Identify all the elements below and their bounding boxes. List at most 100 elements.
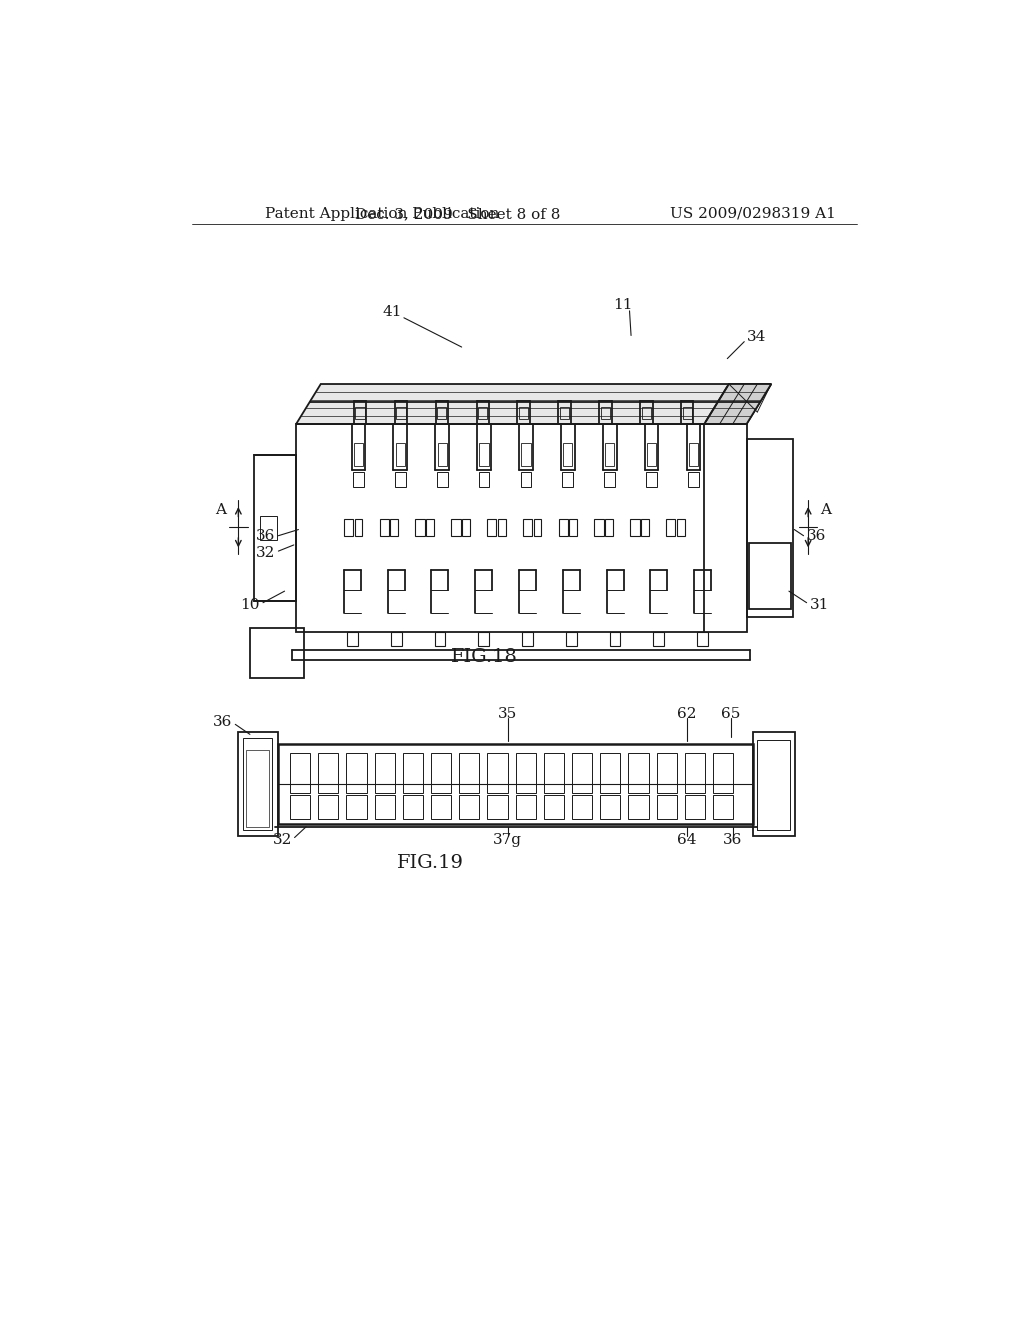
Bar (354, 519, 362, 536)
Bar (318, 796, 339, 818)
Bar (246, 750, 269, 826)
Bar (521, 444, 530, 466)
Bar (646, 471, 657, 487)
Bar (478, 471, 489, 487)
Bar (520, 471, 531, 487)
Bar (347, 632, 357, 645)
Bar (437, 471, 447, 487)
Bar (677, 519, 685, 536)
Bar (346, 796, 367, 818)
Text: 65: 65 (722, 708, 740, 721)
Text: US 2009/0298319 A1: US 2009/0298319 A1 (670, 207, 836, 220)
Bar (479, 444, 488, 466)
Bar (487, 796, 508, 818)
Bar (629, 752, 648, 793)
Bar (391, 632, 401, 645)
Bar (239, 733, 279, 836)
Text: 36: 36 (256, 529, 275, 543)
Bar (563, 444, 572, 466)
Bar (487, 752, 508, 793)
Text: 36: 36 (213, 715, 232, 729)
Text: 35: 35 (499, 708, 517, 721)
Bar (459, 752, 479, 793)
Bar (396, 407, 406, 420)
Bar (631, 519, 640, 536)
Bar (653, 632, 665, 645)
Bar (600, 752, 621, 793)
Bar (431, 752, 452, 793)
Bar (416, 519, 425, 536)
Bar (243, 738, 272, 830)
Bar (572, 752, 592, 793)
Text: 64: 64 (677, 833, 696, 847)
Bar (459, 796, 479, 818)
Bar (605, 519, 613, 536)
Bar (605, 444, 614, 466)
Text: 32: 32 (256, 545, 275, 560)
Bar (647, 444, 656, 466)
Bar (560, 407, 569, 420)
Bar (642, 407, 651, 420)
Text: 11: 11 (613, 298, 633, 312)
Bar (478, 632, 489, 645)
Bar (375, 796, 395, 818)
Bar (601, 407, 610, 420)
Bar (515, 752, 536, 793)
Bar (562, 471, 573, 487)
Bar (260, 516, 276, 540)
Text: 36: 36 (723, 833, 742, 847)
Bar (395, 444, 404, 466)
Bar (402, 752, 423, 793)
Text: 31: 31 (810, 598, 829, 612)
Bar (434, 632, 445, 645)
Bar (688, 471, 698, 487)
Bar (746, 440, 793, 616)
Bar (346, 752, 367, 793)
Bar (250, 628, 304, 678)
Bar (544, 752, 564, 793)
Text: 34: 34 (746, 330, 766, 345)
Bar (629, 796, 648, 818)
Bar (683, 407, 692, 420)
Bar (462, 519, 470, 536)
Bar (355, 407, 365, 420)
Bar (478, 407, 487, 420)
Bar (426, 519, 434, 536)
Bar (753, 733, 795, 836)
Bar (595, 519, 604, 536)
Bar (519, 407, 528, 420)
Bar (656, 752, 677, 793)
Bar (697, 632, 708, 645)
Bar (437, 407, 446, 420)
Bar (318, 752, 339, 793)
Text: A: A (820, 503, 831, 517)
Text: Dec. 3, 2009   Sheet 8 of 8: Dec. 3, 2009 Sheet 8 of 8 (355, 207, 560, 220)
Polygon shape (705, 384, 771, 424)
Bar (390, 519, 398, 536)
Bar (515, 796, 536, 818)
Text: 62: 62 (677, 708, 696, 721)
Bar (353, 471, 364, 487)
Bar (749, 544, 792, 609)
Bar (559, 519, 568, 536)
Bar (609, 632, 621, 645)
Bar (375, 752, 395, 793)
Bar (254, 455, 296, 601)
Bar (600, 796, 621, 818)
Text: 10: 10 (241, 598, 260, 612)
Bar (523, 519, 532, 536)
Text: 41: 41 (383, 305, 402, 319)
Bar (290, 796, 310, 818)
Bar (290, 752, 310, 793)
Bar (656, 796, 677, 818)
Bar (685, 752, 706, 793)
Text: 37g: 37g (494, 833, 522, 847)
Bar (354, 444, 364, 466)
Bar (641, 519, 649, 536)
Bar (544, 796, 564, 818)
Bar (522, 632, 532, 645)
Bar (604, 471, 615, 487)
Bar (402, 796, 423, 818)
Bar (498, 519, 506, 536)
Bar (431, 796, 452, 818)
